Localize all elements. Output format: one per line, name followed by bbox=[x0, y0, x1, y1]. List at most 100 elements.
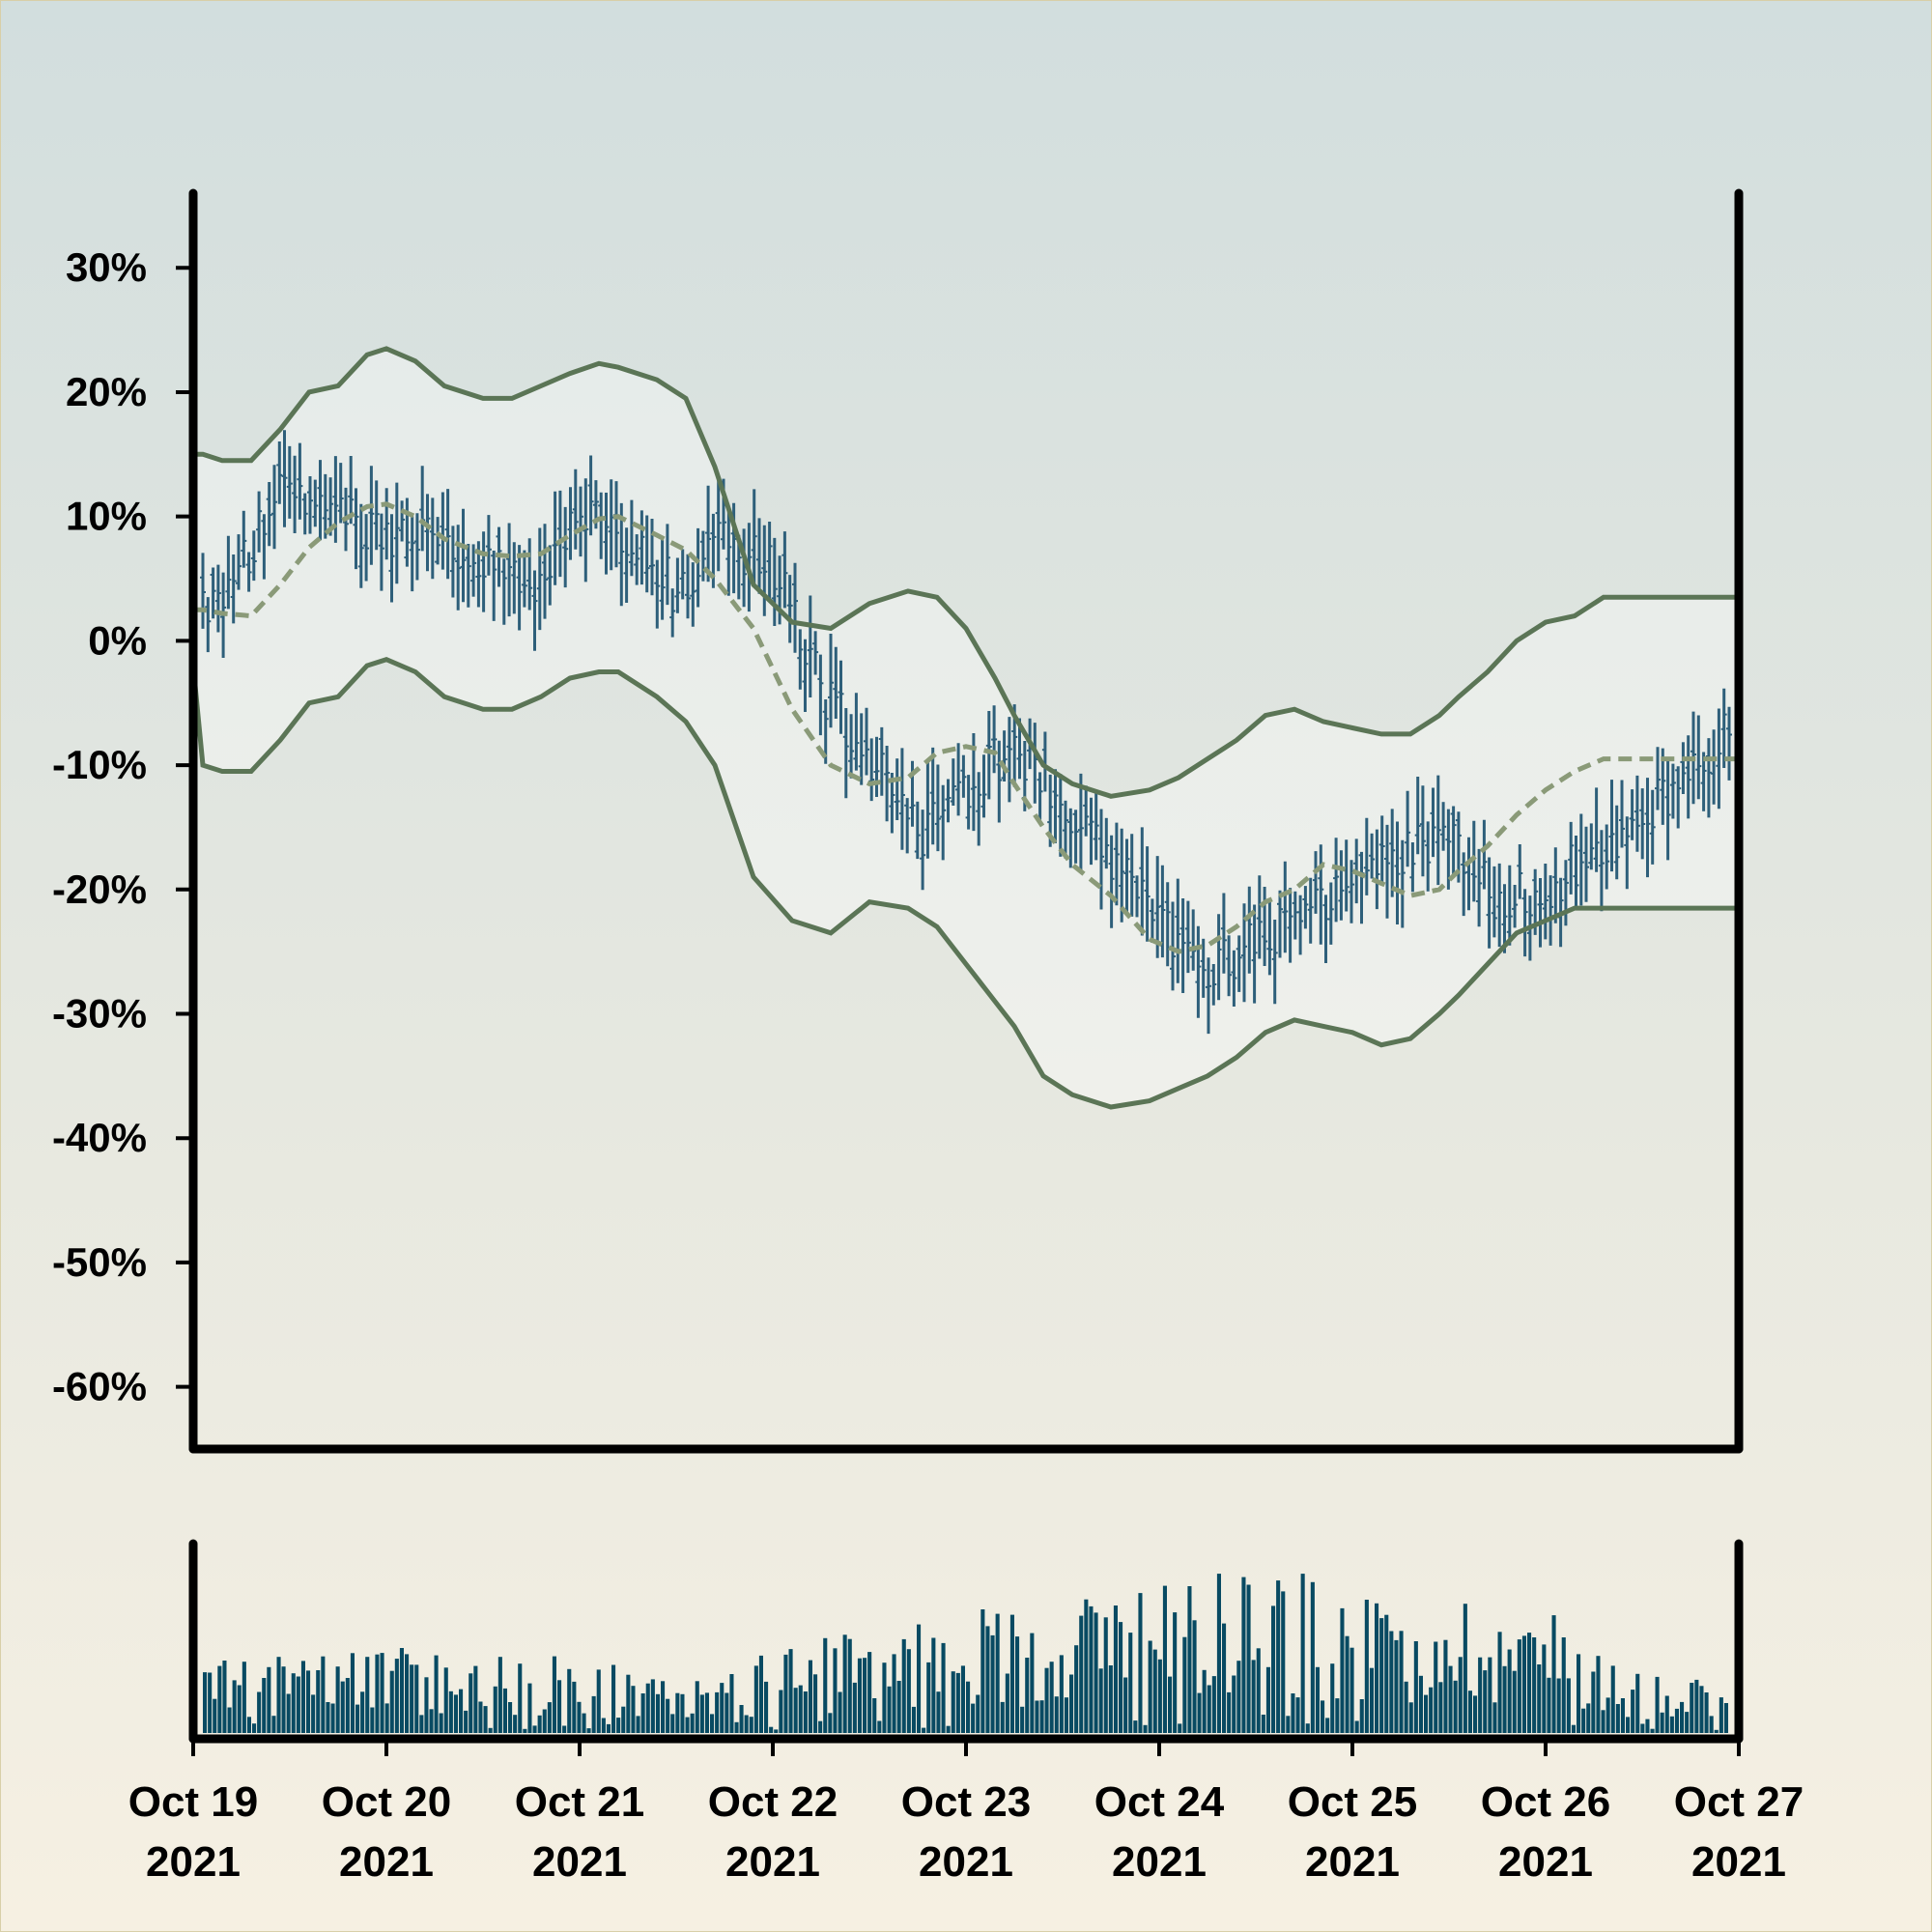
volume-bar bbox=[783, 1654, 788, 1733]
volume-bars bbox=[203, 1574, 1728, 1733]
ohlc-bar bbox=[266, 482, 272, 547]
ohlc-bar bbox=[491, 551, 497, 621]
ohlc-bar bbox=[889, 773, 895, 834]
ohlc-bar bbox=[332, 456, 339, 543]
ohlc-bar bbox=[940, 784, 947, 861]
ohlc-bar bbox=[1675, 766, 1682, 829]
ohlc-bar bbox=[1552, 847, 1559, 923]
ohlc-bar bbox=[1512, 885, 1519, 928]
volume-bar bbox=[478, 1701, 483, 1733]
volume-bar bbox=[1335, 1698, 1340, 1733]
ohlc-bar bbox=[455, 525, 462, 611]
volume-bar bbox=[1443, 1639, 1448, 1733]
volume-bar bbox=[1709, 1716, 1714, 1733]
volume-bar bbox=[596, 1669, 601, 1733]
volume-bar bbox=[695, 1681, 699, 1733]
ohlc-bar bbox=[1486, 857, 1492, 949]
ohlc-bar bbox=[643, 515, 650, 593]
ohlc-bar bbox=[1562, 860, 1569, 926]
volume-bar bbox=[901, 1638, 906, 1733]
volume-bar bbox=[1660, 1712, 1664, 1733]
volume-bar bbox=[1054, 1696, 1059, 1733]
volume-bar bbox=[985, 1626, 990, 1733]
volume-bar bbox=[1276, 1580, 1281, 1733]
ohlc-bar bbox=[934, 764, 941, 852]
ohlc-bar bbox=[271, 465, 277, 550]
volume-bar bbox=[419, 1715, 424, 1733]
volume-bar bbox=[434, 1655, 439, 1733]
ohlc-bar bbox=[1256, 875, 1263, 959]
volume-bar bbox=[321, 1656, 326, 1733]
ohlc-bar bbox=[1664, 758, 1671, 861]
volume-bar bbox=[852, 1682, 857, 1733]
volume-bar bbox=[1394, 1639, 1399, 1733]
volume-bar bbox=[661, 1681, 666, 1733]
volume-bar bbox=[586, 1728, 591, 1733]
volume-bar bbox=[473, 1665, 478, 1733]
ohlc-bar bbox=[1409, 842, 1416, 893]
ohlc-bar bbox=[470, 544, 477, 597]
ohlc-bar bbox=[1103, 817, 1110, 869]
volume-bar bbox=[577, 1701, 582, 1733]
volume-bar bbox=[1035, 1700, 1039, 1733]
ohlc-bar bbox=[1139, 827, 1146, 936]
volume-bar bbox=[616, 1718, 621, 1733]
volume-bar bbox=[666, 1698, 670, 1733]
volume-bar bbox=[1020, 1706, 1025, 1733]
ohlc-bar bbox=[1491, 866, 1497, 938]
volume-bar bbox=[1645, 1719, 1650, 1733]
volume-bar bbox=[729, 1674, 734, 1733]
volume-bar bbox=[1113, 1605, 1118, 1733]
ohlc-bar bbox=[1496, 863, 1503, 948]
volume-bar bbox=[1025, 1658, 1030, 1733]
ohlc-bar bbox=[864, 707, 869, 776]
volume-bar bbox=[892, 1654, 896, 1733]
volume-bar bbox=[1216, 1574, 1221, 1733]
volume-bar bbox=[1512, 1670, 1517, 1733]
volume-bar bbox=[384, 1703, 389, 1733]
ohlc-bar bbox=[654, 559, 661, 629]
volume-bar bbox=[690, 1713, 695, 1733]
volume-bar bbox=[946, 1725, 951, 1733]
volume-bar bbox=[508, 1702, 513, 1733]
volume-bar bbox=[537, 1715, 542, 1733]
ohlc-bar bbox=[587, 455, 594, 536]
volume-bar bbox=[1039, 1700, 1044, 1733]
volume-bar bbox=[1315, 1666, 1320, 1733]
volume-bar bbox=[502, 1688, 507, 1733]
y-tick-label: -30% bbox=[52, 991, 147, 1037]
x-tick-label-year: 2021 bbox=[1305, 1838, 1400, 1886]
ohlc-bar bbox=[373, 480, 380, 551]
volume-bar bbox=[1458, 1657, 1463, 1733]
ohlc-bar bbox=[1419, 785, 1426, 877]
ohlc-bar bbox=[1537, 878, 1544, 948]
volume-bar bbox=[1305, 1723, 1310, 1733]
ohlc-bar bbox=[1430, 787, 1436, 858]
ohlc-bar bbox=[802, 639, 809, 712]
ohlc-bar bbox=[858, 713, 865, 785]
ohlc-bar bbox=[1001, 730, 1008, 781]
ohlc-bar bbox=[348, 456, 355, 525]
volume-bar bbox=[252, 1723, 257, 1733]
volume-bar bbox=[424, 1677, 429, 1733]
ohlc-bar bbox=[756, 518, 762, 594]
ohlc-bar bbox=[435, 517, 441, 565]
ohlc-bar bbox=[781, 531, 788, 609]
ohlc-bar bbox=[276, 441, 283, 504]
volume-bar bbox=[1478, 1657, 1483, 1733]
volume-bar bbox=[567, 1668, 572, 1733]
ohlc-bar bbox=[1604, 824, 1610, 890]
volume-bar bbox=[980, 1609, 985, 1733]
volume-bar bbox=[951, 1671, 955, 1733]
volume-bar bbox=[1222, 1623, 1227, 1733]
volume-bar bbox=[271, 1716, 276, 1733]
volume-bar bbox=[547, 1702, 552, 1733]
volume-bar bbox=[1354, 1720, 1359, 1733]
volume-bar bbox=[203, 1672, 208, 1733]
ohlc-bar bbox=[511, 542, 518, 614]
volume-bar bbox=[1723, 1703, 1728, 1733]
ohlc-bar bbox=[1389, 809, 1396, 897]
volume-bar bbox=[1271, 1605, 1276, 1733]
ohlc-bar bbox=[1716, 708, 1722, 810]
